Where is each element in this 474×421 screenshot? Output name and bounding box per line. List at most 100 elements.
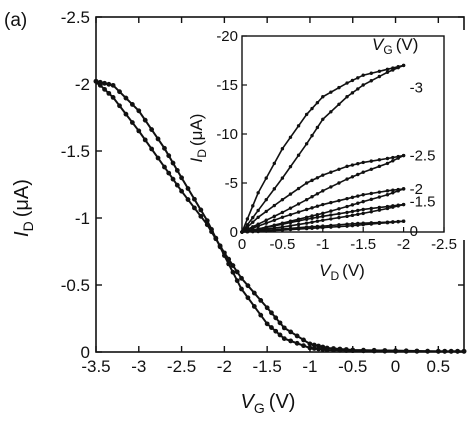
- inset-series-point: [288, 212, 293, 217]
- inset-series-point: [288, 135, 293, 139]
- main-series-point: [136, 128, 142, 134]
- inset-series-point: [369, 206, 373, 211]
- inset-series-point: [345, 196, 349, 201]
- main-series-point: [442, 348, 448, 354]
- inset-series-point: [361, 170, 365, 174]
- main-series-point: [117, 103, 122, 109]
- main-series-point: [277, 332, 283, 338]
- inset-x-axis-subscript: D: [331, 269, 340, 283]
- inset-x-axis-title: VD (V): [319, 261, 365, 283]
- main-series-point: [251, 304, 257, 309]
- inset-series-point: [356, 87, 360, 91]
- main-series-point: [258, 298, 264, 303]
- inset-series-point: [310, 106, 314, 111]
- inset-series-point: [304, 197, 309, 202]
- inset-series-point: [337, 207, 341, 211]
- inset-series-point: [369, 197, 373, 202]
- inset-series-group: [240, 63, 406, 234]
- inset-series-point: [385, 189, 390, 193]
- inset-series-point: [310, 206, 314, 210]
- inset-curve-label: -1.5: [410, 194, 436, 211]
- inset-series-point: [280, 176, 285, 180]
- inset-curve-labels: -3 -2.5 -2-1.5 0: [410, 79, 436, 240]
- inset-series-point: [337, 85, 341, 90]
- inset-series-point: [345, 204, 349, 209]
- main-series-point: [170, 176, 176, 182]
- main-series-point: [393, 348, 398, 354]
- inset-series-point: [369, 167, 373, 171]
- main-series-point: [294, 340, 300, 346]
- main-series-point: [435, 348, 441, 354]
- inset-series-point: [361, 222, 365, 227]
- inset-series-point: [280, 197, 285, 202]
- inset-series-point: [304, 226, 309, 231]
- inset-series-point: [350, 203, 355, 207]
- inset-series-point: [345, 81, 349, 85]
- inset-x-tick-label: -0.5: [269, 236, 295, 253]
- main-series-point: [239, 286, 244, 292]
- main-series-point: [307, 341, 313, 347]
- main-series-point: [179, 188, 184, 194]
- inset-series-point: [361, 73, 365, 77]
- inset-series-point: [401, 219, 406, 223]
- main-series-point: [281, 325, 287, 331]
- main-series-point: [123, 95, 129, 101]
- inset-series-point: [345, 210, 349, 215]
- inset-series-point: [280, 210, 285, 215]
- inset-curve-label: -2: [410, 181, 423, 198]
- inset-series-point: [321, 117, 325, 122]
- main-series-point: [142, 117, 148, 123]
- inset-series-point: [245, 217, 250, 221]
- inset-series-point: [361, 193, 365, 197]
- inset-series-point: [315, 219, 320, 223]
- inset-series-point: [391, 220, 395, 224]
- inset-series-point: [329, 170, 333, 174]
- inset-series-point: [296, 124, 301, 128]
- main-series-point: [106, 90, 112, 96]
- inset-series-point: [288, 192, 293, 196]
- inset-series-point: [296, 222, 301, 227]
- inset-series-point: [396, 65, 400, 70]
- inset-series-point: [264, 229, 268, 233]
- inset-series-point: [401, 187, 406, 191]
- inset-series-point: [296, 227, 301, 231]
- inset-series-point: [288, 164, 293, 169]
- inset-series-point: [251, 229, 255, 234]
- inset-series-point: [337, 102, 341, 106]
- inset-series-point: [350, 209, 355, 214]
- inset-series-point: [396, 189, 400, 193]
- main-series-point: [170, 160, 176, 166]
- main-series-point: [185, 186, 191, 191]
- inset-series-point: [377, 190, 382, 194]
- main-series-point: [361, 348, 366, 354]
- inset-series-point: [272, 218, 277, 222]
- inset-series-point: [385, 67, 390, 72]
- main-x-tick-label: -2: [217, 357, 232, 376]
- inset-x-tick-label: -1.5: [350, 236, 376, 253]
- inset-series-point: [361, 207, 365, 212]
- inset-series-point: [385, 161, 390, 166]
- inset-series-point: [337, 215, 341, 220]
- main-series-point: [185, 197, 191, 202]
- inset-series-point: [272, 228, 277, 233]
- main-x-axis-unit: (V): [269, 391, 296, 413]
- inset-series-point: [264, 221, 268, 225]
- inset-series-point: [315, 125, 320, 130]
- main-series-point: [294, 333, 300, 339]
- main-series-point: [142, 137, 148, 143]
- inset-series-point: [329, 213, 333, 217]
- inset-series-point: [345, 164, 349, 169]
- main-series-point: [301, 337, 306, 343]
- inset-y-axis-title: ID (μA): [187, 114, 209, 163]
- inset-series-point: [350, 223, 355, 228]
- inset-series-point: [288, 220, 293, 225]
- main-series-point: [162, 164, 167, 170]
- main-series-point: [288, 329, 294, 335]
- inset-series-point: [391, 205, 395, 209]
- inset-series-point: [256, 208, 260, 213]
- main-series-point: [264, 305, 270, 311]
- main-series-point: [371, 348, 377, 354]
- main-series-point: [217, 244, 223, 250]
- inset-series-point: [385, 206, 390, 211]
